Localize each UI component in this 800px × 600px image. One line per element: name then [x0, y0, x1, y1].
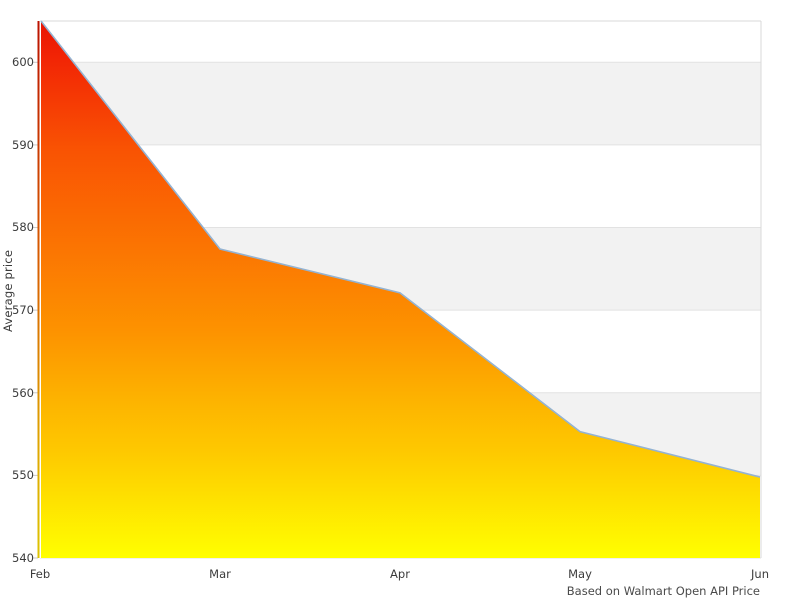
price-line [40, 20, 761, 478]
y-tick-label: 540 [12, 551, 34, 565]
x-tick-label: Mar [209, 567, 231, 581]
y-tick-label: 570 [12, 303, 34, 317]
x-tick-label: Feb [29, 567, 51, 581]
y-tick-label: 550 [12, 468, 34, 482]
y-tick-label: 600 [12, 55, 34, 69]
price-area [41, 21, 760, 558]
y-tick-label: 560 [12, 386, 34, 400]
left-edge-line [37, 21, 40, 558]
plot-band [40, 62, 761, 145]
x-tick-label: Jun [751, 567, 769, 581]
x-tick-label: Apr [390, 567, 410, 581]
left-edge-gap [39, 21, 42, 558]
y-tick-label: 580 [12, 220, 34, 234]
x-tick-label: May [568, 567, 592, 581]
y-axis-title: Average price [1, 249, 15, 333]
y-tick-label: 590 [12, 138, 34, 152]
chart-caption: Based on Walmart Open API Price [566, 584, 760, 598]
